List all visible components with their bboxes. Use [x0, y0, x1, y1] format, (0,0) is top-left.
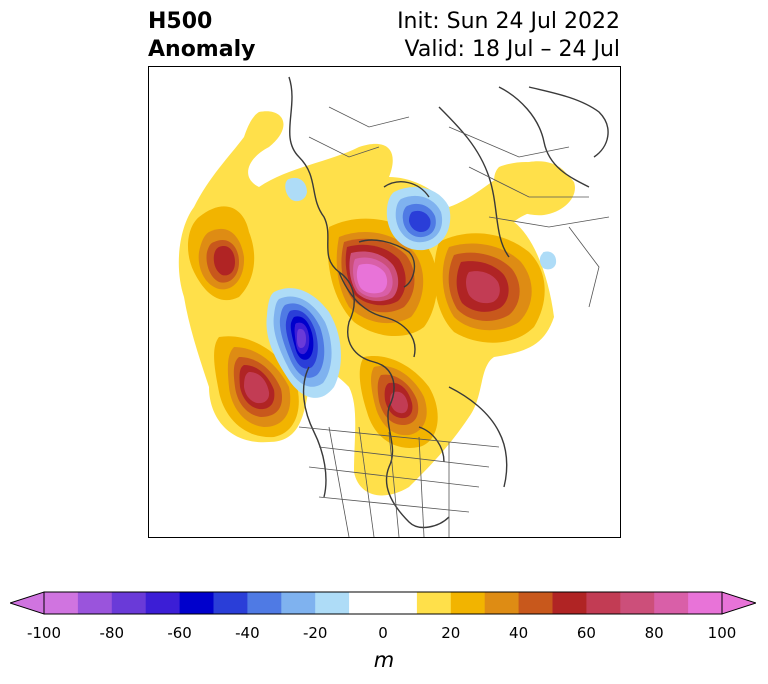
colorbar-segment	[416, 592, 452, 614]
colorbar-segment	[688, 592, 723, 614]
colorbar-segments	[44, 592, 723, 614]
colorbar-extend-low	[10, 591, 45, 615]
positive-anomaly-contours	[178, 111, 575, 496]
colorbar-segment	[586, 592, 621, 614]
title-field-type: Anomaly	[148, 37, 256, 62]
colorbar	[10, 591, 756, 615]
colorbar-segment	[111, 592, 147, 614]
valid-range-label: Valid: 18 Jul – 24 Jul	[404, 37, 620, 62]
colorbar-segment	[620, 592, 655, 614]
colorbar-tick-label: -20	[302, 624, 328, 642]
colorbar-segment	[281, 592, 316, 614]
map-date-info: Init: Sun 24 Jul 2022 Valid: 18 Jul – 24…	[397, 8, 620, 64]
colorbar-segment	[179, 592, 214, 614]
colorbar-units: m	[373, 648, 395, 672]
colorbar-segment	[484, 592, 520, 614]
colorbar-tick-label: 40	[509, 624, 529, 642]
country-borders	[298, 106, 610, 537]
colorbar-tick-label: -100	[26, 624, 62, 642]
negative-anomaly-contours	[266, 177, 557, 398]
anomaly-map	[148, 66, 621, 538]
colorbar-outline	[43, 591, 723, 615]
map-title: H500 Anomaly	[148, 8, 255, 64]
colorbar-tick-label: -60	[167, 624, 192, 642]
colorbar-segment	[315, 592, 350, 614]
colorbar-tick-label: 60	[576, 624, 596, 642]
colorbar-segment	[518, 592, 553, 614]
colorbar-tick-label: 100	[707, 624, 737, 642]
anomaly-map-svg	[178, 76, 610, 537]
colorbar-segment	[247, 592, 282, 614]
colorbar-segment	[349, 592, 384, 614]
colorbar-tick-label: 80	[644, 624, 664, 642]
colorbar-segment	[44, 592, 79, 614]
colorbar-extend-high	[721, 591, 756, 615]
colorbar-segment	[383, 592, 418, 614]
title-variable: H500	[148, 9, 213, 34]
colorbar-segment	[145, 592, 181, 614]
colorbar-tick-label: -80	[99, 624, 125, 642]
colorbar-segment	[77, 592, 113, 614]
colorbar-tick-label: 20	[441, 624, 461, 642]
colorbar-tick-label: -40	[235, 624, 260, 642]
colorbar-segment	[450, 592, 486, 614]
colorbar-segment	[654, 592, 689, 614]
colorbar-tick-label: 0	[378, 624, 388, 642]
colorbar-segment	[552, 592, 587, 614]
init-date-label: Init: Sun 24 Jul 2022	[397, 9, 620, 34]
colorbar-segment	[213, 592, 248, 614]
